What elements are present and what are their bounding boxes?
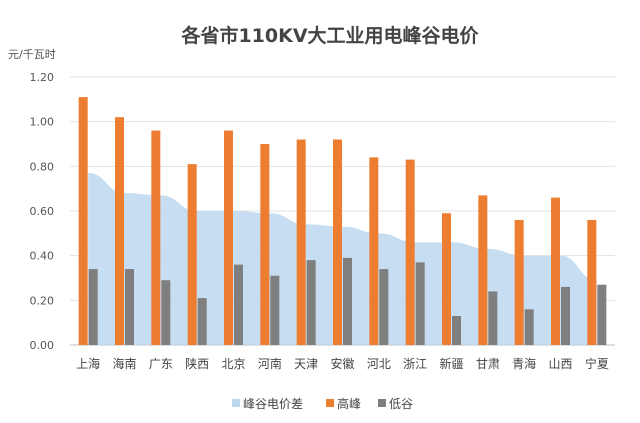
bar-peak-10 bbox=[442, 213, 451, 345]
bar-valley-12 bbox=[524, 309, 534, 345]
bar-valley-6 bbox=[306, 260, 316, 345]
x-tick-label: 浙江 bbox=[403, 357, 427, 371]
x-tick-label: 甘肃 bbox=[476, 357, 500, 371]
x-tick-label: 河北 bbox=[367, 357, 391, 371]
legend-label: 低谷 bbox=[389, 397, 413, 411]
x-tick-label: 北京 bbox=[221, 357, 245, 371]
y-tick-label: 0.60 bbox=[30, 205, 55, 218]
bar-valley-1 bbox=[125, 269, 134, 345]
bar-peak-12 bbox=[514, 219, 524, 345]
bar-peak-1 bbox=[115, 117, 124, 345]
x-tick-label: 新疆 bbox=[439, 356, 463, 371]
x-tick-label: 宁夏 bbox=[585, 356, 609, 371]
legend-label: 高峰 bbox=[337, 396, 361, 411]
x-tick-label: 陕西 bbox=[185, 356, 209, 371]
y-tick-label: 1.00 bbox=[30, 116, 55, 129]
bar-peak-14 bbox=[587, 219, 597, 345]
bar-valley-13 bbox=[561, 286, 570, 345]
chart-title: 各省市110KV大工业用电峰谷电价 bbox=[180, 24, 479, 47]
bar-peak-5 bbox=[260, 144, 270, 345]
bar-valley-3 bbox=[197, 298, 207, 345]
bar-valley-14 bbox=[597, 284, 607, 345]
area-series-peak-valley-diff bbox=[88, 173, 597, 345]
bar-valley-8 bbox=[379, 269, 389, 345]
bar-valley-4 bbox=[234, 264, 243, 345]
bar-peak-2 bbox=[151, 130, 161, 345]
x-tick-label: 山西 bbox=[548, 357, 572, 371]
x-tick-label: 广东 bbox=[149, 357, 173, 371]
x-tick-label: 河南 bbox=[258, 356, 282, 371]
bar-peak-4 bbox=[224, 130, 233, 345]
bar-valley-10 bbox=[452, 315, 461, 345]
bar-peak-7 bbox=[333, 139, 342, 345]
bar-peak-13 bbox=[551, 197, 560, 345]
x-tick-label: 安徽 bbox=[330, 356, 354, 371]
y-axis-label: 元/千瓦时 bbox=[8, 48, 56, 61]
bar-peak-11 bbox=[478, 195, 488, 345]
bar-valley-9 bbox=[415, 262, 425, 345]
legend-swatch bbox=[326, 399, 334, 407]
legend-label: 峰谷电价差 bbox=[243, 397, 303, 411]
bar-valley-5 bbox=[270, 275, 280, 345]
bar-valley-11 bbox=[488, 291, 498, 345]
x-tick-label: 上海 bbox=[76, 356, 100, 371]
bar-valley-7 bbox=[343, 257, 352, 345]
bar-valley-2 bbox=[161, 280, 171, 345]
y-tick-label: 0.20 bbox=[30, 294, 55, 307]
y-tick-label: 0.00 bbox=[30, 339, 55, 352]
y-tick-label: 1.20 bbox=[30, 71, 55, 84]
bar-peak-3 bbox=[187, 164, 197, 345]
bar-valley-0 bbox=[88, 269, 98, 345]
y-tick-label: 0.80 bbox=[30, 160, 55, 173]
legend-swatch bbox=[232, 399, 240, 407]
y-tick-label: 0.40 bbox=[30, 250, 55, 263]
x-tick-label: 天津 bbox=[294, 357, 318, 371]
x-tick-label: 海南 bbox=[112, 356, 136, 371]
bar-peak-0 bbox=[78, 97, 88, 345]
x-tick-label: 青海 bbox=[512, 356, 536, 371]
bar-peak-8 bbox=[369, 157, 379, 345]
legend-swatch bbox=[378, 399, 386, 407]
bar-peak-6 bbox=[296, 139, 306, 345]
bar-peak-9 bbox=[405, 159, 415, 345]
